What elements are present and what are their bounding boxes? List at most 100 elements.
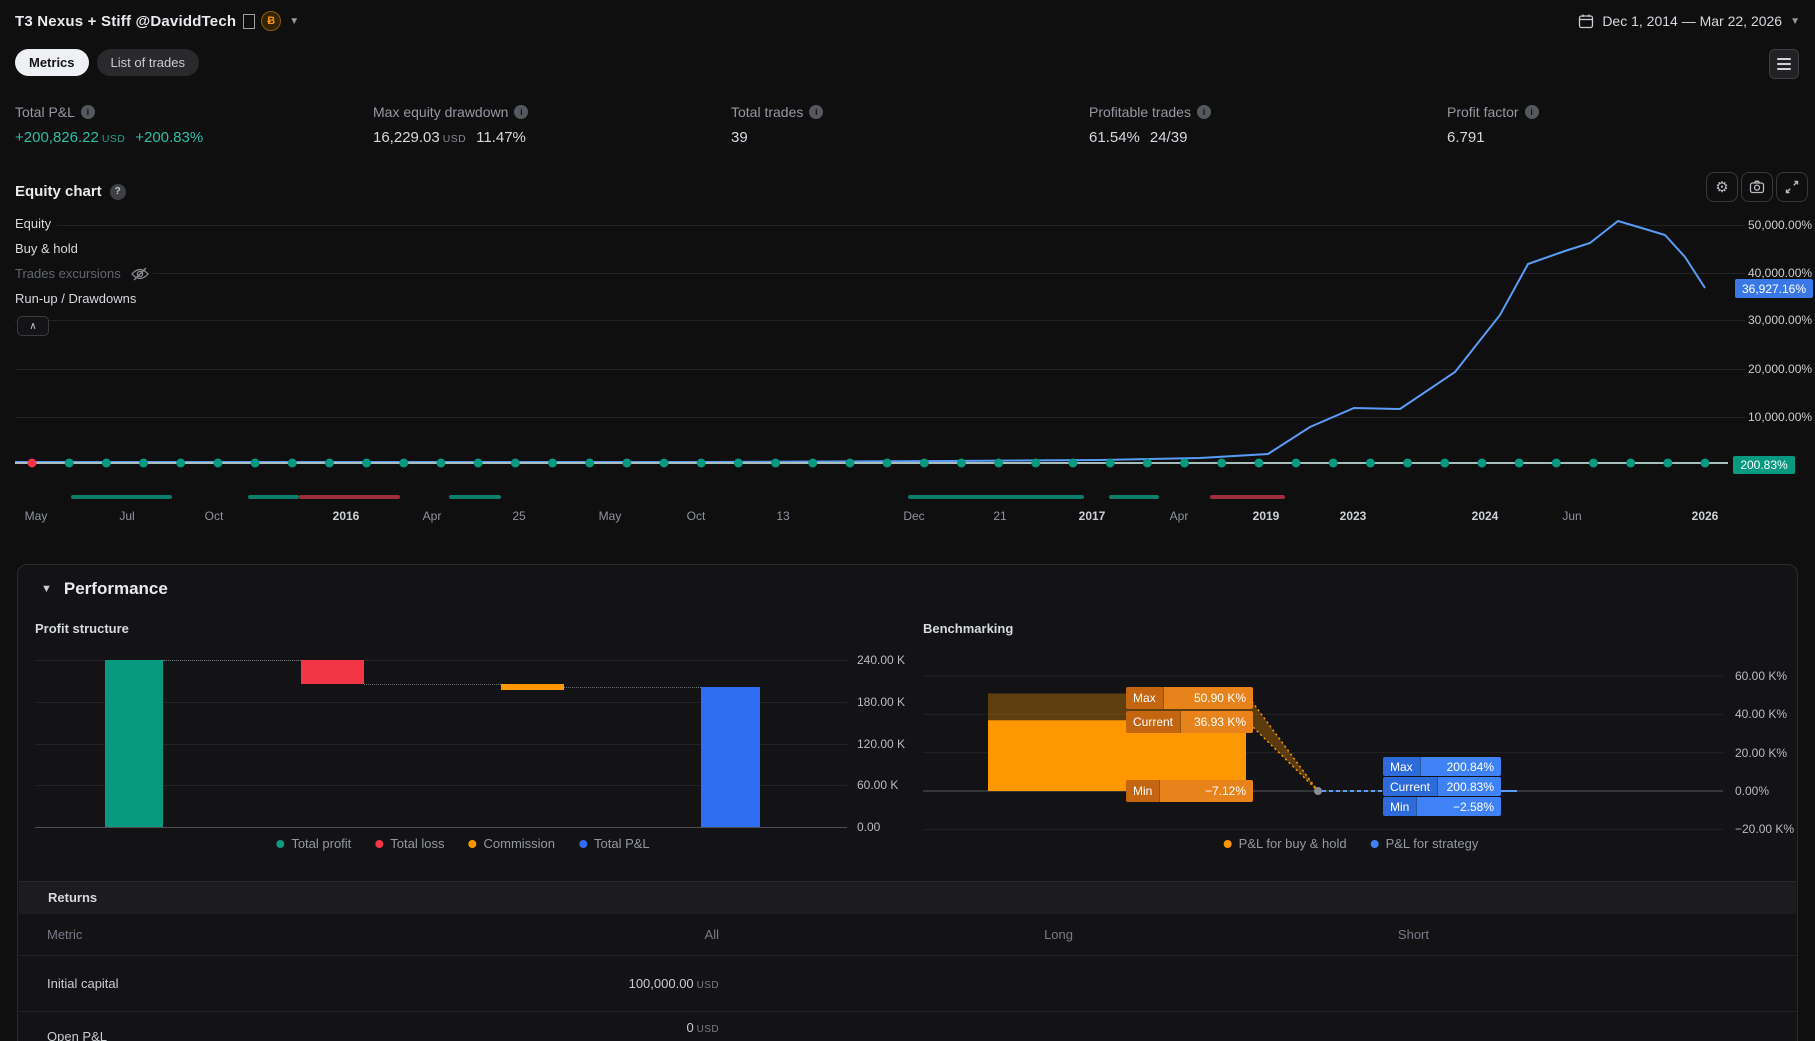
convergence-dot <box>1314 787 1322 795</box>
trade-dot <box>956 458 966 468</box>
equity-chart-section: Equity chart ? ⚙ 50,000 <box>0 170 1815 535</box>
chevron-down-icon[interactable]: ▼ <box>289 15 300 27</box>
eye-off-icon[interactable] <box>126 266 153 281</box>
info-icon[interactable]: i <box>514 105 529 119</box>
tab-list-of-trades[interactable]: List of trades <box>96 49 199 76</box>
waterfall-connector <box>364 684 501 686</box>
tab-metrics[interactable]: Metrics <box>15 49 89 76</box>
legend-item-p-l-for-buy-hold[interactable]: P&L for buy & hold <box>1223 836 1347 851</box>
trade-dot <box>1626 458 1636 468</box>
equity-legend-run-up-drawdowns[interactable]: Run-up / Drawdowns <box>15 291 143 306</box>
info-icon[interactable]: i <box>1524 105 1539 119</box>
returns-col-all: All <box>704 927 719 942</box>
legend-label: Total P&L <box>594 836 650 851</box>
date-range-label: Dec 1, 2014 — Mar 22, 2026 <box>1602 13 1783 29</box>
bitcoin-badge-icon: Ƀ <box>261 11 282 31</box>
equity-gridline <box>15 320 1745 321</box>
equity-y-tick: 40,000.00% <box>1748 266 1813 280</box>
bench-y-tick: 60.00 K% <box>1735 669 1788 683</box>
equity-legend-trades-excursions[interactable]: Trades excursions <box>15 266 153 281</box>
legend-dot <box>579 839 588 848</box>
waterfall-connector <box>163 660 301 661</box>
equity-x-tick: 2024 <box>1471 509 1499 523</box>
equity-x-tick: Jul <box>119 509 135 523</box>
date-range-picker[interactable]: Dec 1, 2014 — Mar 22, 2026 ▼ <box>1578 10 1800 32</box>
performance-header[interactable]: ▼ Performance <box>41 579 168 599</box>
buy-hold-stat-min: Min −7.12% <box>1126 780 1253 802</box>
equity-x-tick: Apr <box>1169 509 1189 523</box>
info-icon[interactable]: i <box>1196 105 1211 119</box>
metric-main-value: 61.54% <box>1089 129 1140 146</box>
trade-dot <box>176 458 186 468</box>
stat-value: −2.58% <box>1416 797 1501 816</box>
trade-dot <box>1180 458 1190 468</box>
legend-item-total-profit[interactable]: Total profit <box>276 836 351 851</box>
metric-value: 61.54% 24/39 <box>1089 129 1211 146</box>
trade-dot <box>1588 458 1598 468</box>
list-options-button[interactable] <box>1769 49 1799 79</box>
trade-dot <box>622 458 632 468</box>
equity-x-tick: Apr <box>422 509 442 523</box>
stat-label: Min <box>1383 797 1417 816</box>
legend-item-commission[interactable]: Commission <box>468 836 555 851</box>
trade-dot <box>139 458 149 468</box>
legend-item-total-p-l[interactable]: Total P&L <box>579 836 650 851</box>
returns-section-header: Returns <box>19 881 1796 914</box>
settings-button[interactable]: ⚙ <box>1706 172 1738 202</box>
returns-row-metric: Initial capital <box>47 976 119 991</box>
metric-label: Profit factor <box>1447 104 1519 120</box>
trade-dot <box>324 458 334 468</box>
info-icon[interactable]: i <box>80 105 95 119</box>
trade-dot <box>1663 458 1673 468</box>
trade-dot <box>845 458 855 468</box>
trade-dot <box>659 458 669 468</box>
profit-y-tick: 0.00 <box>857 820 881 834</box>
profit-gridline <box>35 743 847 745</box>
trade-dot <box>1291 458 1301 468</box>
trade-dot <box>1514 458 1524 468</box>
trade-dot <box>436 458 446 468</box>
trade-dot <box>287 458 297 468</box>
fullscreen-button[interactable] <box>1776 172 1808 202</box>
runup-segment <box>908 495 1084 499</box>
trade-dot <box>362 458 372 468</box>
equity-y-tick: 10,000.00% <box>1748 410 1813 424</box>
legend-dot <box>375 839 384 848</box>
equity-x-tick: 13 <box>776 509 790 523</box>
trade-dot <box>213 458 223 468</box>
equity-legend-equity[interactable]: Equity <box>15 216 58 231</box>
bench-y-tick: 20.00 K% <box>1735 745 1788 760</box>
bench-y-tick: 0.00% <box>1735 784 1770 798</box>
metric-total-trades: Total trades i 39 <box>731 104 824 146</box>
bar-total-loss <box>301 660 364 685</box>
metric-main-value: 16,229.03 <box>373 129 440 146</box>
trade-dot <box>1142 458 1152 468</box>
trade-dot <box>585 458 595 468</box>
collapse-legend-button[interactable]: ∧ <box>17 316 49 336</box>
trade-dot <box>473 458 483 468</box>
equity-y-tick: 50,000.00% <box>1748 218 1813 232</box>
legend-dot <box>276 839 285 848</box>
screenshot-button[interactable] <box>1741 172 1773 202</box>
benchmarking-title: Benchmarking <box>923 621 1014 636</box>
drawdown-segment <box>1210 495 1285 499</box>
strategy-title: T3 Nexus + Stiff @DaviddTech <box>15 12 237 30</box>
cell-number: 100,000.00 <box>628 976 694 991</box>
waterfall-connector <box>564 687 701 689</box>
equity-x-tick: Oct <box>686 509 706 523</box>
equity-y-tick: 20,000.00% <box>1748 362 1813 376</box>
equity-legend-buy-hold[interactable]: Buy & hold <box>15 241 84 256</box>
info-icon[interactable]: i <box>809 105 824 119</box>
legend-item-total-loss[interactable]: Total loss <box>375 836 445 851</box>
equity-x-tick: May <box>598 509 622 523</box>
help-icon[interactable]: ? <box>109 183 126 200</box>
returns-row-value-all: 0 USD <box>686 1020 719 1035</box>
hamburger-icon <box>1777 58 1791 60</box>
stat-value: 36.93 K% <box>1180 711 1253 733</box>
metric-label: Profitable trades <box>1089 104 1191 120</box>
metric-extra-value: +200.83% <box>135 129 204 146</box>
legend-label: Total profit <box>291 836 352 851</box>
legend-item-p-l-for-strategy[interactable]: P&L for strategy <box>1370 836 1478 851</box>
stat-value: 200.84% <box>1419 757 1501 776</box>
